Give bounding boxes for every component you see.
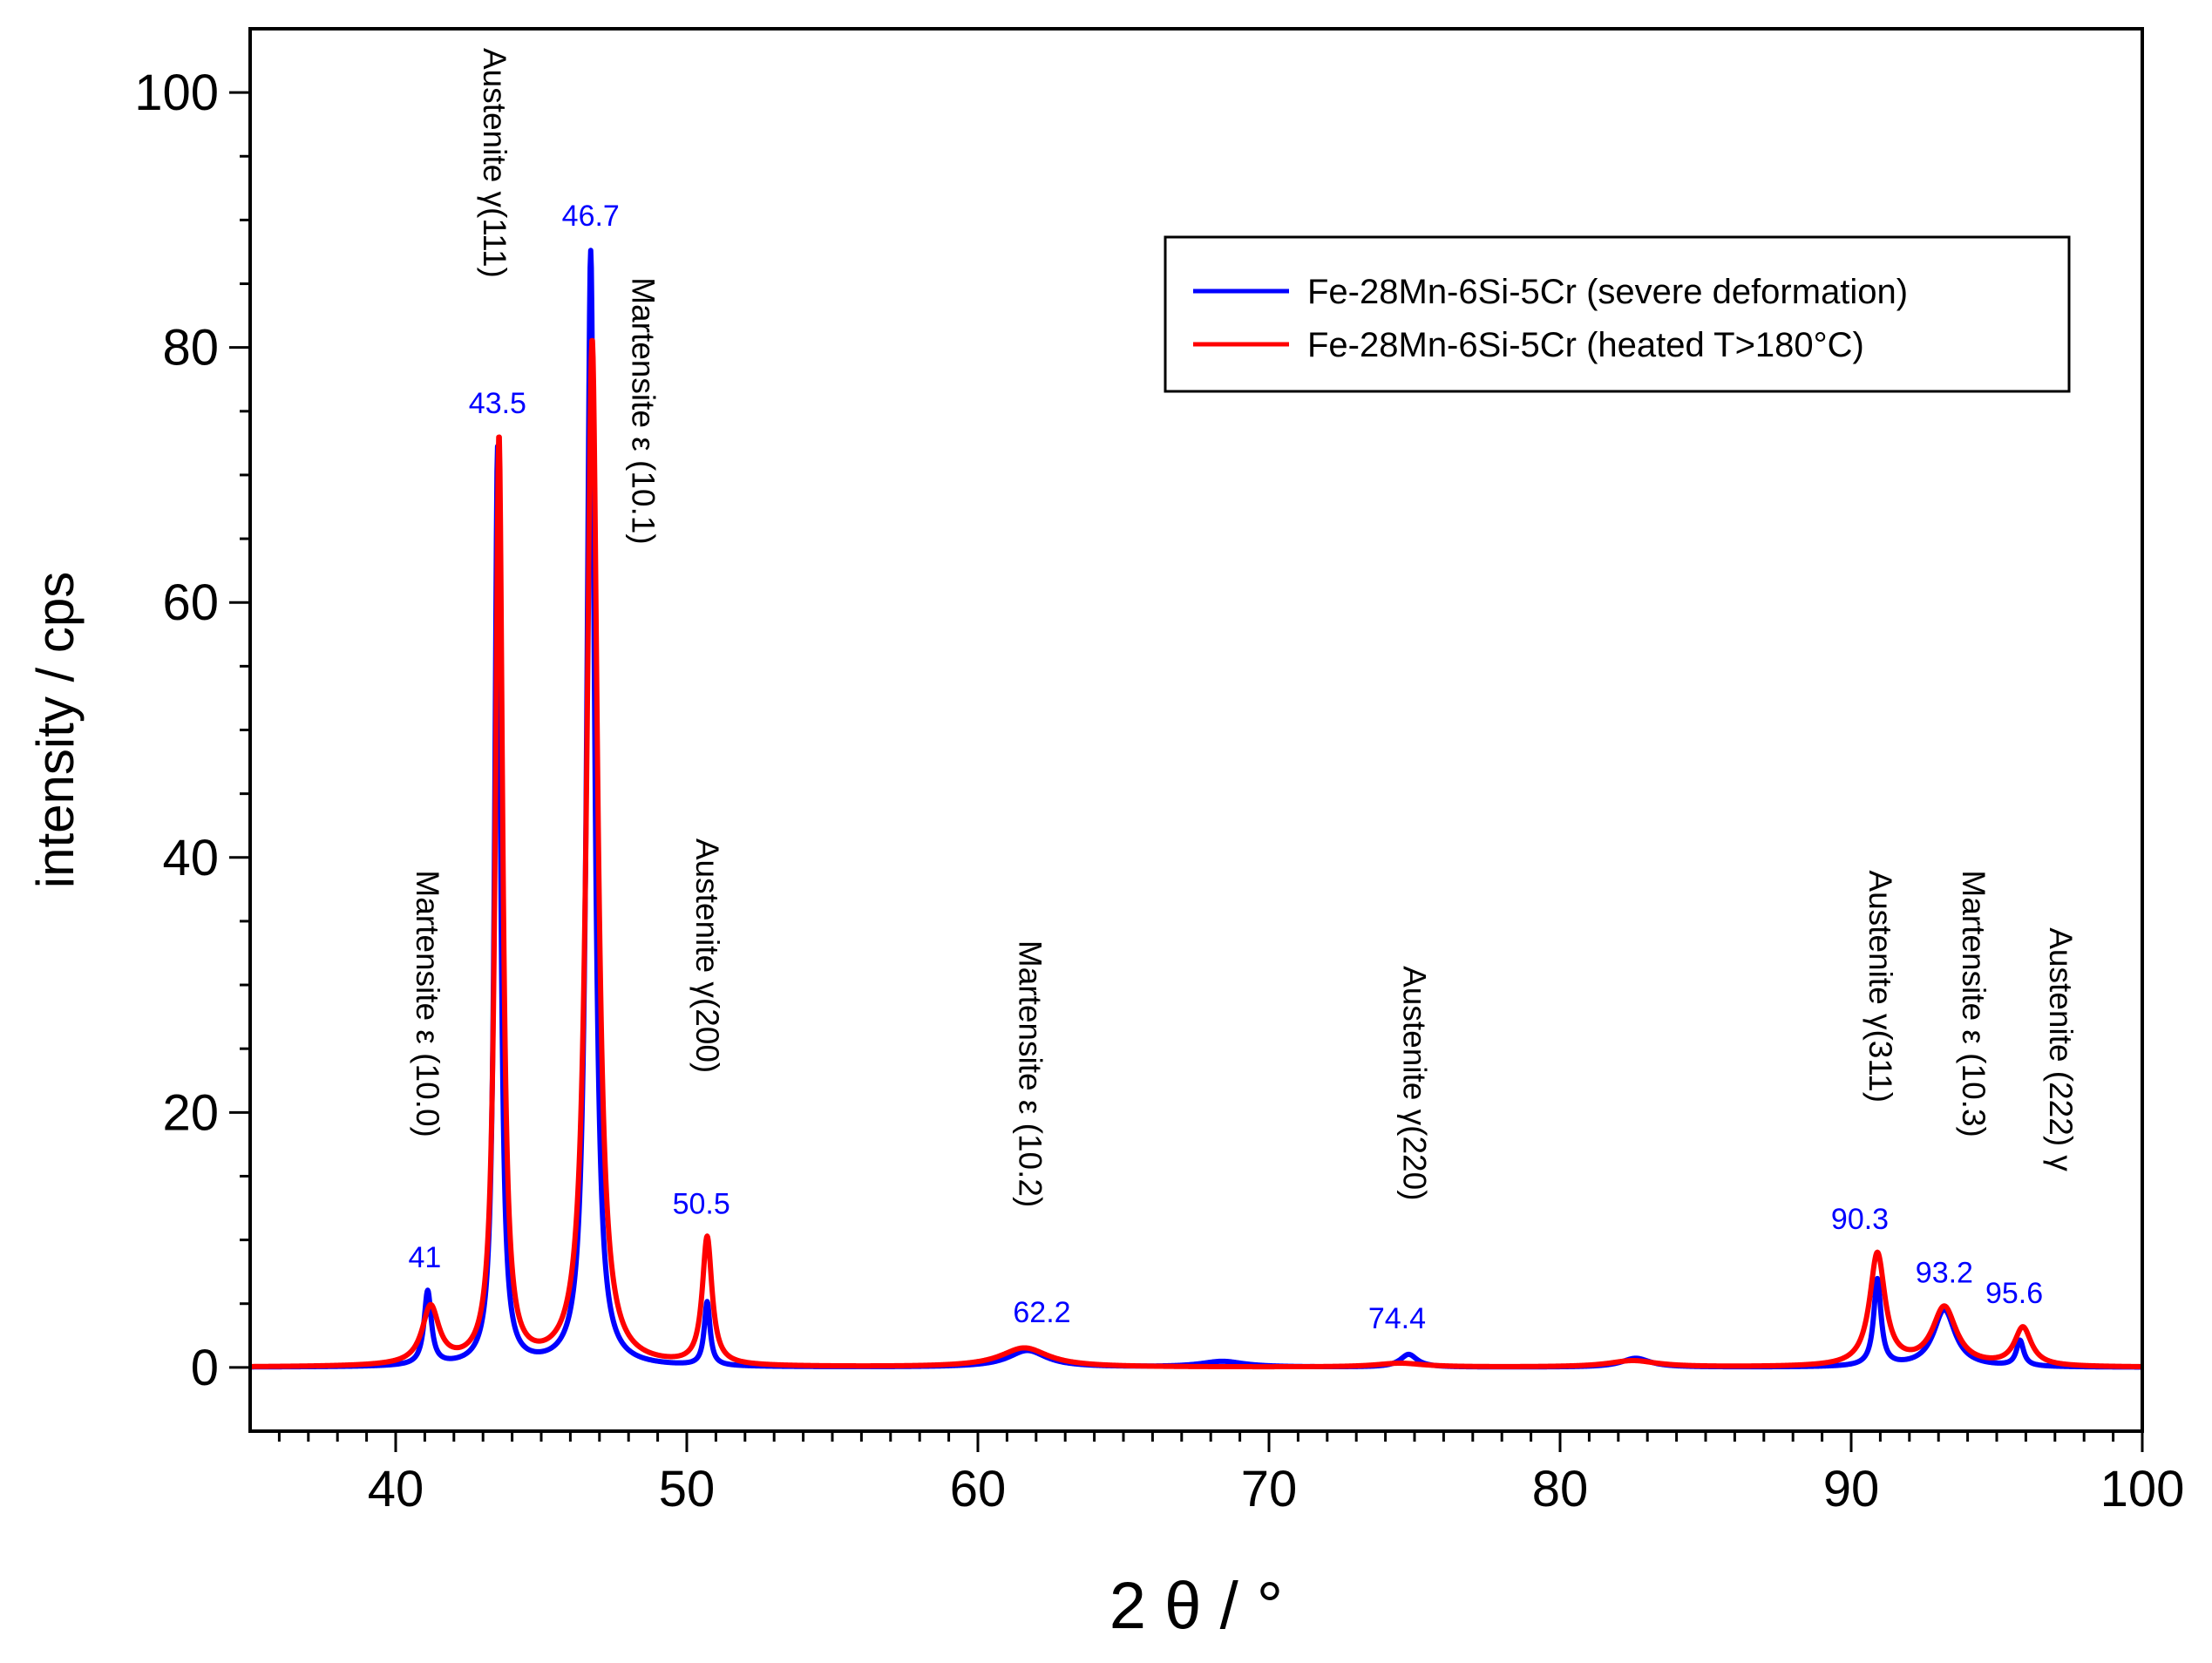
phase-annotation: Martensite ε (10.0) bbox=[410, 870, 445, 1137]
y-axis-title: intensity / cps bbox=[26, 572, 85, 889]
peak-label: 46.7 bbox=[562, 200, 620, 233]
x-tick-label: 40 bbox=[368, 1461, 424, 1517]
peak-label: 93.2 bbox=[1916, 1257, 1973, 1290]
legend-label-severe-deformation: Fe-28Mn-6Si-5Cr (severe deformation) bbox=[1307, 273, 1908, 311]
axes-layer: 40 50 60 70 80 90 100 0 20 40 60 80 100 bbox=[134, 64, 2184, 1517]
legend-box bbox=[1164, 235, 2071, 393]
phase-annotation: Martensite ε (10.2) bbox=[1013, 940, 1048, 1207]
phase-annotation: Austenite γ(220) bbox=[1397, 966, 1433, 1200]
x-tick-label: 90 bbox=[1823, 1461, 1880, 1517]
y-tick-label: 20 bbox=[162, 1084, 219, 1141]
legend: Fe-28Mn-6Si-5Cr (severe deformation) Fe-… bbox=[1164, 235, 2071, 393]
y-tick-label: 80 bbox=[162, 320, 219, 377]
legend-label-heated: Fe-28Mn-6Si-5Cr (heated T>180°C) bbox=[1307, 326, 1864, 364]
y-tick-label: 60 bbox=[162, 574, 219, 631]
series-layer bbox=[248, 248, 2145, 1370]
peak-label: 95.6 bbox=[1985, 1277, 2043, 1310]
phase-annotation: Austenite γ(200) bbox=[689, 838, 725, 1073]
x-tick-label: 50 bbox=[659, 1461, 716, 1517]
phase-annotation: Austenite γ(311) bbox=[1863, 870, 1898, 1103]
phase-annotation: Austenite (222) γ bbox=[2043, 927, 2079, 1171]
x-tick-label: 60 bbox=[950, 1461, 1007, 1517]
peak-label: 74.4 bbox=[1368, 1302, 1426, 1335]
peak-label: 43.5 bbox=[469, 387, 526, 420]
x-tick-label: 100 bbox=[2100, 1461, 2185, 1517]
y-tick-label: 100 bbox=[134, 64, 219, 121]
x-tick-label: 80 bbox=[1532, 1461, 1589, 1517]
peak-label: 50.5 bbox=[673, 1188, 730, 1221]
phase-annotation: Martensite ε (10.3) bbox=[1956, 870, 1991, 1137]
peak-label: 90.3 bbox=[1831, 1203, 1889, 1236]
phase-annotation: Martensite ε (10.1) bbox=[625, 277, 661, 544]
peak-label: 41 bbox=[408, 1241, 441, 1274]
series-line-1 bbox=[248, 337, 2145, 1370]
y-tick-label: 0 bbox=[191, 1340, 219, 1396]
labels-layer: 41 43.5 46.7 50.5 62.2 74.4 90.3 93.2 95.6 Marten… bbox=[408, 48, 2078, 1335]
x-axis-title: 2 θ / ° bbox=[1109, 1569, 1283, 1643]
y-tick-label: 40 bbox=[162, 830, 219, 886]
x-tick-label: 70 bbox=[1241, 1461, 1298, 1517]
phase-annotation: Austenite γ(111) bbox=[477, 48, 512, 278]
peak-label: 62.2 bbox=[1013, 1296, 1070, 1329]
